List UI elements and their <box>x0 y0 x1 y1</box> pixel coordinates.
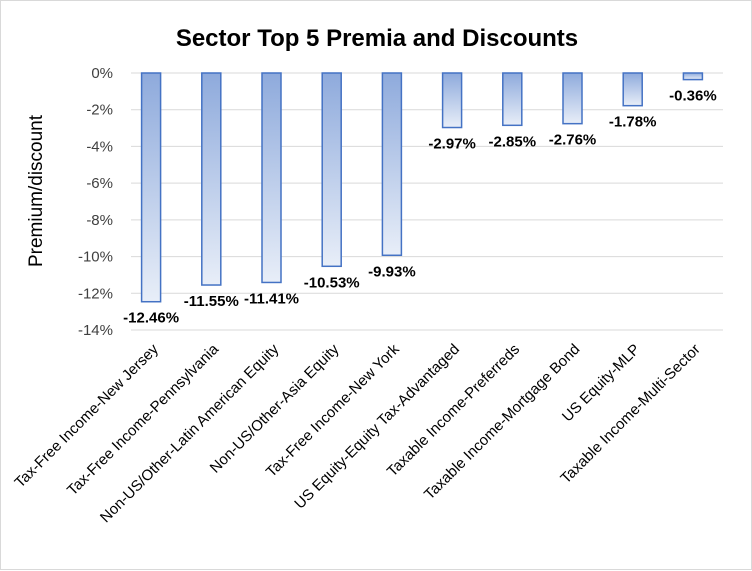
bar <box>622 72 643 107</box>
y-tick-label: -14% <box>78 322 113 339</box>
bar <box>502 72 523 127</box>
y-tick-label: -10% <box>78 249 113 266</box>
bars <box>140 72 704 303</box>
data-label: -12.46% <box>123 310 179 327</box>
bar <box>140 72 162 303</box>
data-label: -2.85% <box>489 133 537 150</box>
bar <box>381 72 403 257</box>
data-label: -1.78% <box>609 114 657 131</box>
y-tick-label: -6% <box>86 175 113 192</box>
y-tick-label: -4% <box>86 138 113 155</box>
y-tick-label: -2% <box>86 102 113 119</box>
bar <box>321 72 342 268</box>
data-label: -11.41% <box>244 290 299 307</box>
y-axis-ticks: 0% -2% -4% -6% -8% -10% -12% -14% <box>78 65 113 339</box>
bar <box>201 72 222 286</box>
y-tick-label: 0% <box>91 65 113 82</box>
bar <box>682 72 704 81</box>
bar <box>562 72 583 125</box>
data-label: -10.53% <box>304 274 360 291</box>
bar <box>261 72 282 284</box>
data-label: -0.36% <box>669 88 717 105</box>
gridlines <box>131 72 723 331</box>
y-axis-label: Premium/discount <box>26 114 47 267</box>
data-label: -2.76% <box>549 132 597 149</box>
chart-title: Sector Top 5 Premia and Discounts <box>176 25 578 52</box>
data-label: -2.97% <box>428 136 476 153</box>
bar <box>441 72 463 129</box>
data-label: -11.55% <box>184 293 239 310</box>
data-label: -9.93% <box>368 263 416 280</box>
y-tick-label: -8% <box>86 212 113 229</box>
y-tick-label: -12% <box>78 285 113 302</box>
data-labels: -12.46% -11.55% -11.41% -10.53% -9.93% -2.97%… <box>123 88 717 327</box>
